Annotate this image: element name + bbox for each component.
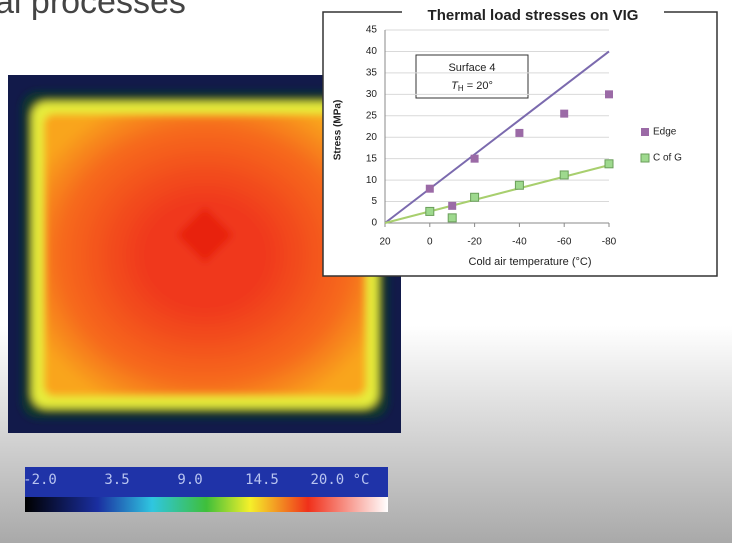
legend-label: C of G — [653, 153, 682, 164]
legend-label: Edge — [653, 127, 677, 138]
y-tick-label: 20 — [366, 132, 378, 143]
chart-title: Thermal load stresses on VIG — [428, 7, 639, 24]
point — [605, 90, 613, 98]
point — [426, 185, 434, 193]
x-tick-label: -80 — [602, 237, 617, 248]
point — [471, 193, 479, 201]
legend-swatch — [641, 128, 649, 136]
point — [448, 202, 456, 210]
y-tick-label: 0 — [371, 218, 377, 229]
y-tick-label: 25 — [366, 110, 378, 121]
colorbar-label: 20.0 °C — [310, 472, 369, 488]
x-tick-label: 20 — [379, 237, 391, 248]
x-tick-label: -60 — [557, 237, 572, 248]
annotation-text: = 20° — [464, 80, 493, 92]
colorbar-label: 3.5 — [104, 472, 129, 488]
y-tick-label: 30 — [366, 89, 378, 100]
y-tick-label: 10 — [366, 175, 378, 186]
y-tick-label: 15 — [366, 153, 378, 164]
colorbar-label: -2.0 — [23, 472, 57, 488]
x-tick-label: 0 — [427, 237, 433, 248]
y-tick-label: 5 — [371, 196, 377, 207]
point — [471, 155, 479, 163]
point — [560, 171, 568, 179]
colorbar-label: 9.0 — [177, 472, 202, 488]
point — [605, 160, 613, 168]
annotation-line1: Surface 4 — [448, 62, 495, 74]
slide: al processes -2.0 3.5 9.0 14.5 20.0 °C Therm… — [0, 0, 732, 543]
slide-title: al processes — [0, 0, 186, 21]
point — [515, 129, 523, 137]
point — [515, 181, 523, 189]
x-tick-label: -40 — [512, 237, 527, 248]
point — [448, 214, 456, 222]
y-tick-label: 40 — [366, 46, 378, 57]
colorbar-label: 14.5 — [245, 472, 279, 488]
point — [560, 110, 568, 118]
x-axis-label: Cold air temperature (°C) — [469, 256, 592, 268]
point — [426, 207, 434, 215]
y-tick-label: 45 — [366, 25, 378, 36]
annotation-line2: TH = 20° — [451, 80, 493, 93]
y-axis-label: Stress (MPa) — [333, 100, 344, 161]
legend-swatch — [641, 154, 649, 162]
page: al processes -2.0 3.5 9.0 14.5 20.0 °C Therm… — [0, 0, 732, 548]
y-tick-label: 35 — [366, 68, 378, 79]
x-tick-label: -20 — [467, 237, 482, 248]
